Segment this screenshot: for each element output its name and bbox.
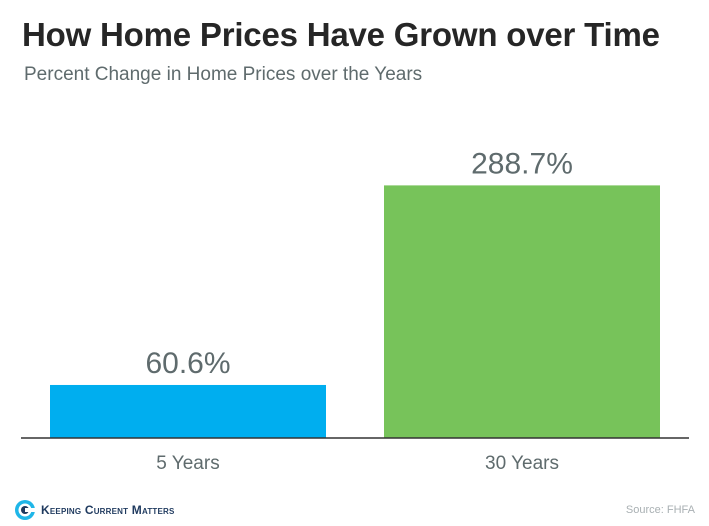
bar-1 [50,384,326,438]
chart-title: How Home Prices Have Grown over Time [22,16,660,53]
brand-logo: Keeping Current Matters [14,499,175,521]
bar-value-label: 60.6% [145,347,230,380]
bar-2 [384,185,660,438]
chart-subtitle: Percent Change in Home Prices over the Y… [24,64,423,85]
bar-value-label: 288.7% [471,147,573,180]
kcm-logo-icon [15,500,35,520]
category-label: 30 Years [485,453,559,474]
source-note: Source: FHFA [625,504,695,516]
category-label: 5 Years [156,453,219,474]
brand-name: Keeping Current Matters [41,503,175,517]
